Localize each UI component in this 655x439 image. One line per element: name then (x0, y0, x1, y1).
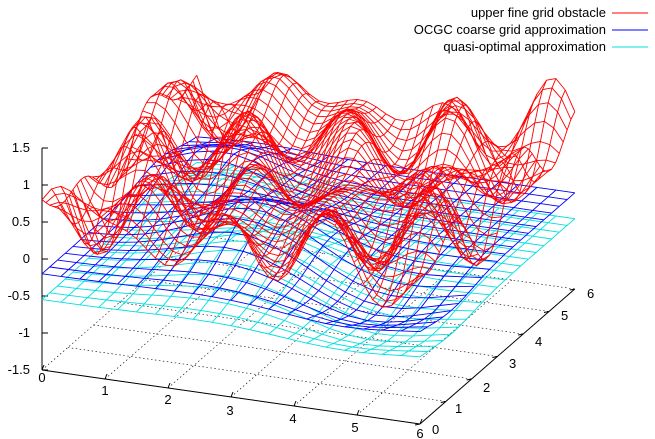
surface-upper-fine-grid-obstacle (41, 72, 576, 308)
mesh-line (130, 112, 510, 208)
mesh-line (196, 73, 576, 168)
y-tick-label: 1 (455, 401, 462, 416)
mesh-line (127, 119, 506, 204)
mesh-line (72, 177, 452, 270)
y-tick-label: 3 (509, 356, 516, 371)
y-tick-label: 6 (587, 286, 594, 301)
y-tick-mark (518, 333, 524, 336)
mesh-line (92, 150, 471, 241)
x-tick-mark (293, 400, 297, 407)
mesh-line (363, 184, 519, 330)
z-tick-label: 1 (23, 177, 30, 192)
mesh-line (95, 134, 475, 248)
y-tick-label: 0 (432, 422, 439, 437)
mesh-line (103, 234, 482, 304)
mesh-line (177, 89, 556, 169)
y-tick-label: 2 (483, 380, 490, 395)
mesh-line (57, 285, 436, 347)
mesh-line (142, 110, 521, 199)
mesh-line (49, 266, 428, 328)
mesh-line (400, 215, 557, 356)
mesh-line (127, 220, 506, 281)
mesh-line (189, 141, 568, 201)
mesh-line (65, 252, 444, 323)
mesh-line (123, 129, 502, 219)
mesh-line (153, 85, 533, 198)
y-tick-mark (543, 311, 550, 313)
mesh-line (65, 278, 444, 343)
x-tick-label: 0 (38, 370, 45, 385)
x-tick-mark (167, 382, 171, 389)
y-tick-mark (414, 423, 421, 426)
mesh-line (363, 210, 519, 354)
x-tick-label: 5 (351, 420, 358, 435)
x-tick-label: 3 (226, 403, 233, 418)
y-tick-mark (492, 356, 498, 358)
axes (41, 147, 576, 426)
mesh-line (76, 183, 456, 272)
x-tick-label: 2 (164, 392, 171, 407)
z-tick-label: -0.5 (8, 288, 30, 303)
mesh-line (64, 174, 444, 261)
mesh-line (61, 177, 440, 259)
mesh-line (72, 271, 452, 337)
legend: upper fine grid obstacle OCGC coarse gri… (414, 5, 648, 54)
legend-label-2: quasi-optimal approximation (443, 39, 606, 54)
mesh-line (88, 218, 467, 299)
mesh-line (41, 299, 421, 358)
surfaces (41, 72, 576, 358)
z-tick-label: -1.5 (8, 362, 30, 377)
x-tick-mark (41, 364, 45, 371)
mesh-line (72, 245, 452, 318)
mesh-line (146, 102, 525, 190)
x-tick-mark (356, 409, 360, 416)
mesh-line (107, 89, 264, 222)
mesh-line (184, 75, 564, 152)
z-tick-label: 0.5 (12, 214, 30, 229)
mesh-line (119, 140, 498, 237)
y-tick-mark (440, 401, 446, 403)
mesh-line (268, 111, 425, 278)
mesh-line (80, 179, 460, 270)
x-tick-mark (104, 373, 108, 380)
mesh-line (49, 292, 428, 352)
mesh-line (80, 231, 459, 309)
x-tick-labels: 0 1 2 3 4 5 6 (38, 370, 423, 439)
mesh-line (119, 227, 498, 288)
mesh-line (45, 192, 425, 302)
mesh-line (84, 176, 463, 264)
legend-label-0: upper fine grid obstacle (471, 5, 606, 20)
surface-quasi-optimal-approximation (41, 162, 576, 358)
mesh-line (57, 259, 436, 326)
mesh-line (41, 273, 421, 333)
mesh-line (115, 132, 494, 252)
mesh-line (188, 72, 568, 152)
mesh-line (60, 79, 217, 245)
mesh-line (96, 207, 475, 288)
floor-grid-line (67, 347, 446, 402)
y-tick-mark (569, 288, 575, 291)
legend-label-1: OCGC coarse grid approximation (414, 22, 606, 37)
z-tick-label: -1 (18, 325, 30, 340)
z-tick-labels: 1.5 1 0.5 0 -0.5 -1 -1.5 (8, 140, 30, 377)
mesh-line (192, 72, 572, 161)
x-tick-label: 4 (289, 411, 296, 426)
y-tick-mark (466, 378, 472, 381)
x-tick-mark (419, 418, 423, 425)
x-tick-label: 6 (416, 426, 423, 439)
z-tick-label: 0 (23, 251, 30, 266)
mesh-line (180, 81, 560, 161)
mesh-line (157, 80, 537, 203)
x-tick-label: 1 (101, 383, 108, 398)
x-tick-mark (230, 391, 234, 398)
y-tick-label: 4 (535, 334, 542, 349)
z-tick-label: 1.5 (12, 140, 30, 155)
y-tick-label: 5 (561, 308, 568, 323)
mesh-line (134, 110, 513, 208)
mesh-line (88, 169, 467, 254)
mesh-line (150, 92, 529, 191)
y-tick-labels: 0 1 2 3 4 5 6 (432, 286, 594, 437)
